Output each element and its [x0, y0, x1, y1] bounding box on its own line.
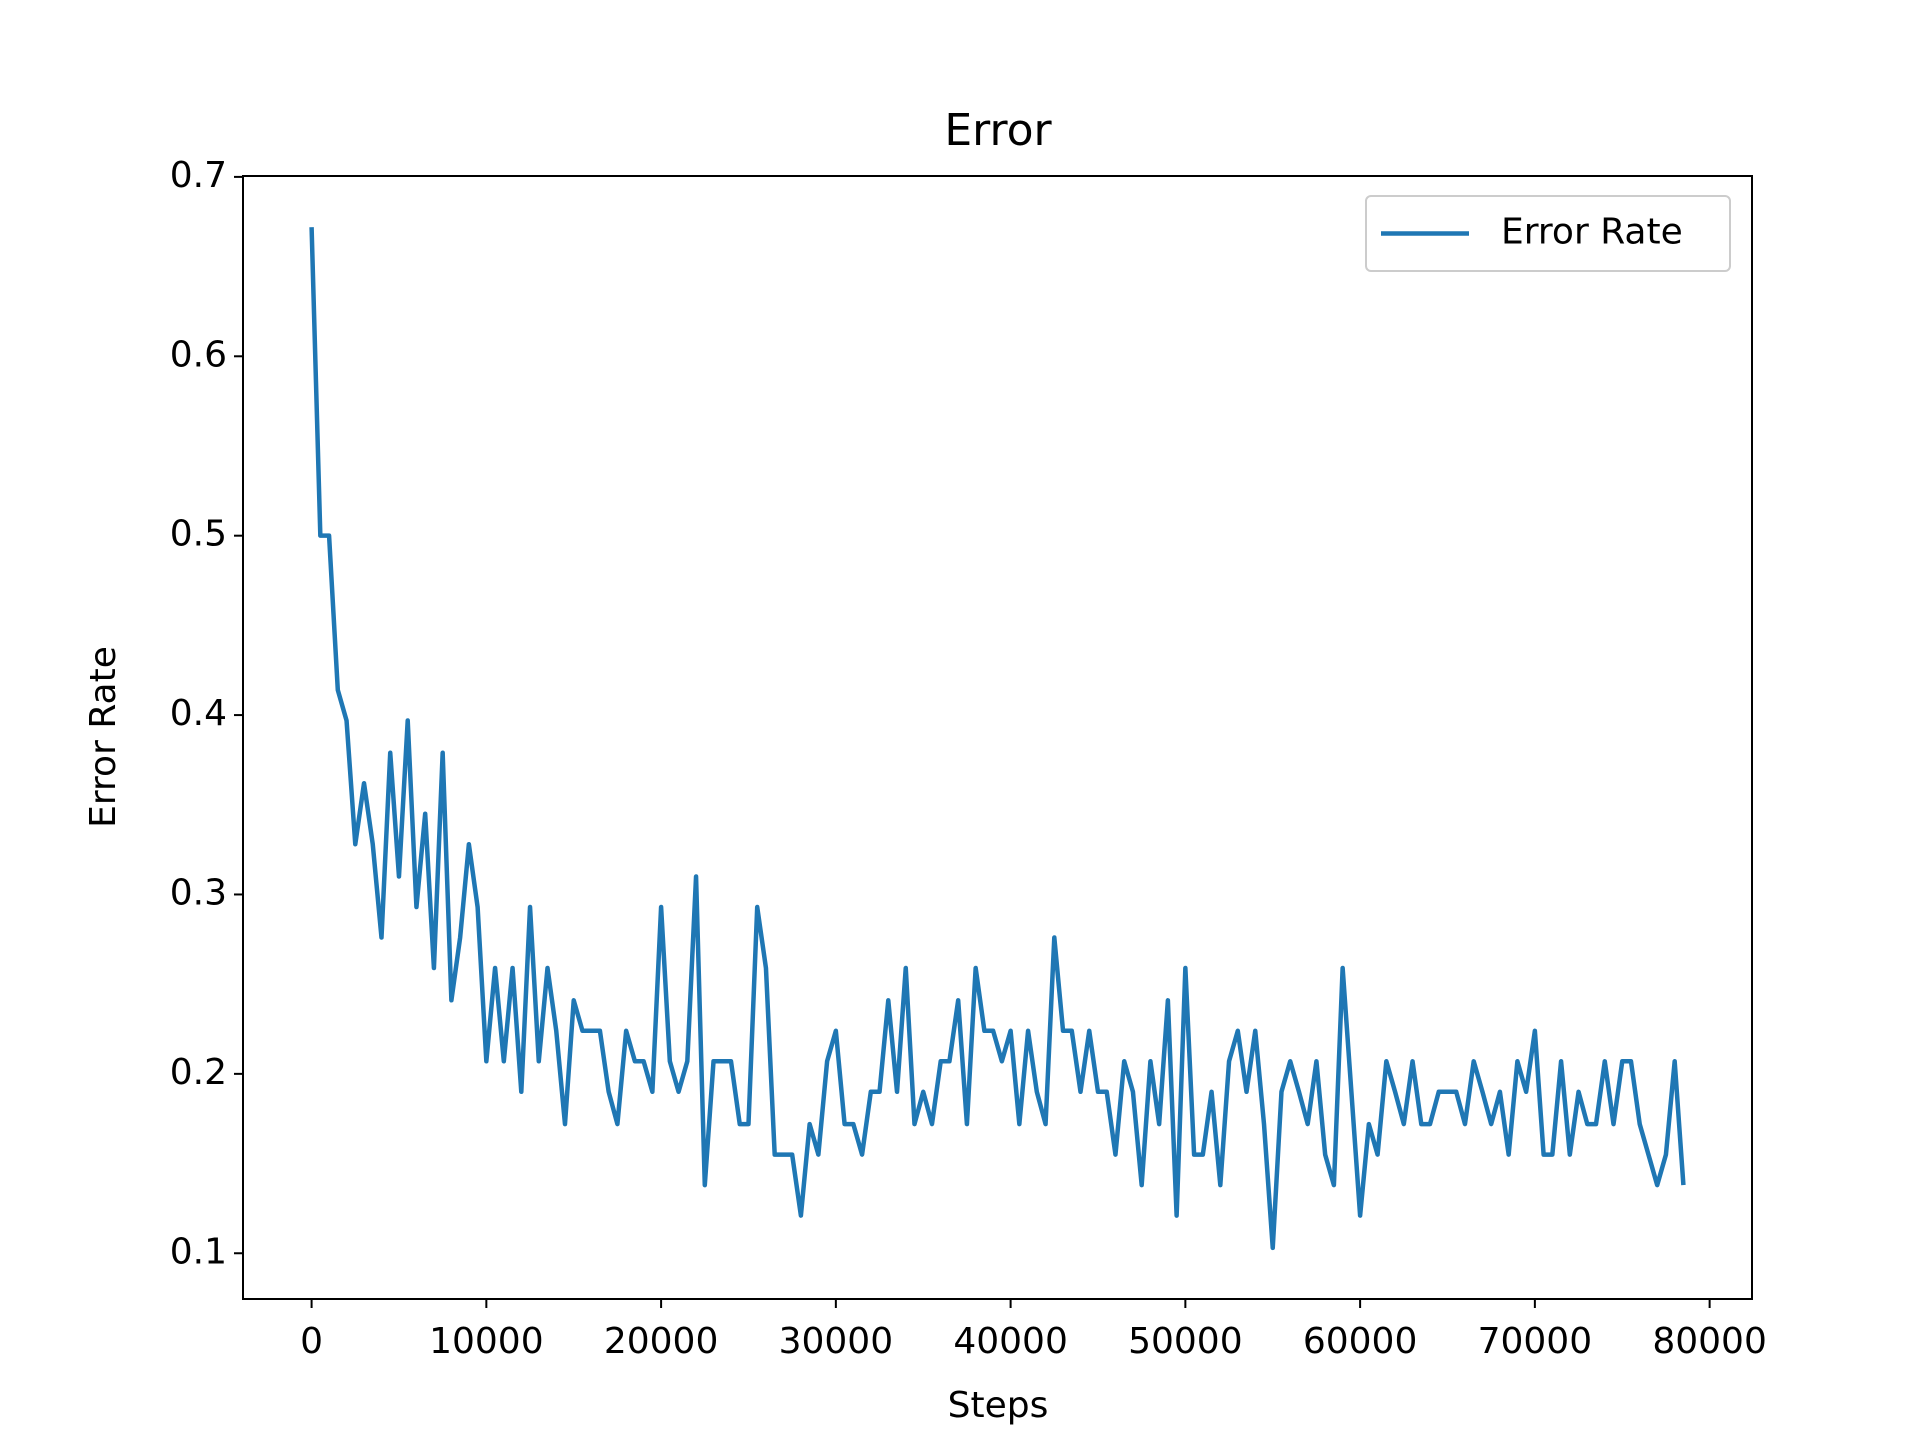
legend-label: Error Rate	[1501, 212, 1683, 253]
y-tick-label: 0.7	[170, 155, 227, 196]
chart-title: Error	[944, 105, 1052, 156]
x-tick-label: 10000	[429, 1321, 544, 1362]
x-tick-label: 80000	[1652, 1321, 1767, 1362]
y-tick-label: 0.6	[170, 334, 227, 375]
legend: Error Rate	[1365, 195, 1731, 272]
x-tick-label: 0	[300, 1321, 323, 1362]
plot-frame	[242, 175, 1753, 1300]
x-tick-label: 70000	[1478, 1321, 1593, 1362]
data-line	[309, 227, 1686, 1251]
y-tick-label: 0.1	[170, 1231, 227, 1272]
x-tick-label: 40000	[953, 1321, 1068, 1362]
x-tick-label: 50000	[1128, 1321, 1243, 1362]
x-tick-label: 60000	[1303, 1321, 1418, 1362]
y-tick-label: 0.4	[170, 693, 227, 734]
y-tick-label: 0.2	[170, 1052, 227, 1093]
y-tick-label: 0.3	[170, 872, 227, 913]
x-tick-label: 20000	[604, 1321, 719, 1362]
y-tick-label: 0.5	[170, 514, 227, 555]
y-axis-label: Error Rate	[83, 646, 124, 828]
legend-box	[1365, 195, 1731, 272]
x-axis-label: Steps	[948, 1385, 1049, 1426]
x-tick-label: 30000	[779, 1321, 894, 1362]
